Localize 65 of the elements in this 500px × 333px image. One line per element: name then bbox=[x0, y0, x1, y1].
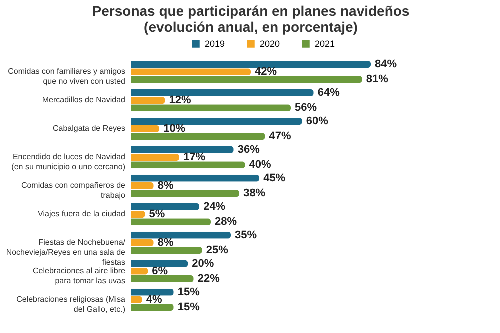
data-label: 22% bbox=[198, 273, 220, 286]
y-tick-label: Mercadillos de Navidad bbox=[42, 96, 126, 105]
data-label: 6% bbox=[152, 265, 168, 278]
bar bbox=[131, 247, 202, 254]
bar bbox=[131, 133, 266, 140]
bar bbox=[131, 232, 231, 239]
data-label: 24% bbox=[204, 200, 226, 213]
data-label: 4% bbox=[146, 294, 163, 306]
bar bbox=[131, 182, 154, 190]
data-label: 35% bbox=[235, 229, 258, 242]
bar bbox=[131, 288, 174, 296]
bar bbox=[131, 190, 240, 198]
data-label: 56% bbox=[295, 102, 318, 114]
data-label: 64% bbox=[318, 86, 340, 99]
data-label: 8% bbox=[158, 180, 174, 192]
data-label: 15% bbox=[178, 302, 200, 314]
bar bbox=[131, 97, 166, 104]
bar bbox=[131, 276, 194, 283]
data-label: 36% bbox=[238, 144, 260, 156]
data-label: 15% bbox=[178, 286, 200, 298]
bar bbox=[131, 304, 174, 312]
data-label: 25% bbox=[206, 244, 229, 257]
data-label: 47% bbox=[269, 130, 292, 143]
data-label: 10% bbox=[164, 123, 186, 136]
legend-label: 2019 bbox=[205, 39, 226, 49]
data-label: 60% bbox=[306, 115, 329, 128]
data-label: 28% bbox=[215, 216, 238, 228]
y-tick-label: Viajes fuera de la ciudad bbox=[38, 209, 126, 218]
data-label: 42% bbox=[255, 66, 278, 78]
bar bbox=[131, 239, 154, 246]
bar bbox=[131, 154, 180, 162]
data-label: 81% bbox=[366, 74, 389, 86]
bar bbox=[131, 146, 234, 154]
bar bbox=[131, 174, 260, 182]
y-tick-label: Comidas con compañeros de trabajo bbox=[21, 181, 126, 200]
bar bbox=[131, 68, 251, 76]
chart-title: Personas que participarán en planes navideños (evolución anual, en porcentaje) bbox=[92, 3, 410, 35]
data-label: 45% bbox=[264, 172, 286, 184]
y-tick-label: Comidas con familiares y amigos que no viven con usted bbox=[8, 67, 126, 86]
data-label: 8% bbox=[158, 236, 174, 249]
data-label: 84% bbox=[375, 58, 398, 70]
data-label: 17% bbox=[184, 152, 206, 164]
bar bbox=[131, 126, 160, 133]
data-label: 38% bbox=[244, 188, 266, 200]
bar bbox=[131, 76, 362, 84]
bar bbox=[131, 203, 200, 210]
y-tick-label: Fiestas de Nochebuena/ Nochevieja/Reyes en una sala de fiestas bbox=[6, 238, 126, 267]
bar bbox=[131, 218, 211, 226]
bar bbox=[131, 260, 188, 268]
y-tick-label: Cabalgata de Reyes bbox=[53, 124, 126, 134]
legend-label: 2021 bbox=[315, 39, 336, 49]
bar bbox=[131, 104, 291, 112]
y-tick-label: Encendido de luces de Navidad (en su municipio o uno cercano) bbox=[12, 152, 126, 172]
legend-label: 2020 bbox=[260, 39, 280, 49]
y-tick-label: Celebraciones al aire libre para tomar las uvas bbox=[33, 266, 126, 286]
data-label: 40% bbox=[249, 159, 272, 172]
data-label: 12% bbox=[169, 94, 192, 107]
data-label: 20% bbox=[192, 258, 214, 270]
bar bbox=[131, 210, 146, 218]
data-label: 5% bbox=[149, 208, 166, 220]
bar bbox=[131, 60, 371, 68]
y-tick-label: Celebraciones religiosas (Misa del Gallo, etc.) bbox=[16, 294, 126, 314]
bar bbox=[131, 118, 302, 125]
bar bbox=[131, 162, 246, 169]
bar bbox=[131, 89, 314, 96]
